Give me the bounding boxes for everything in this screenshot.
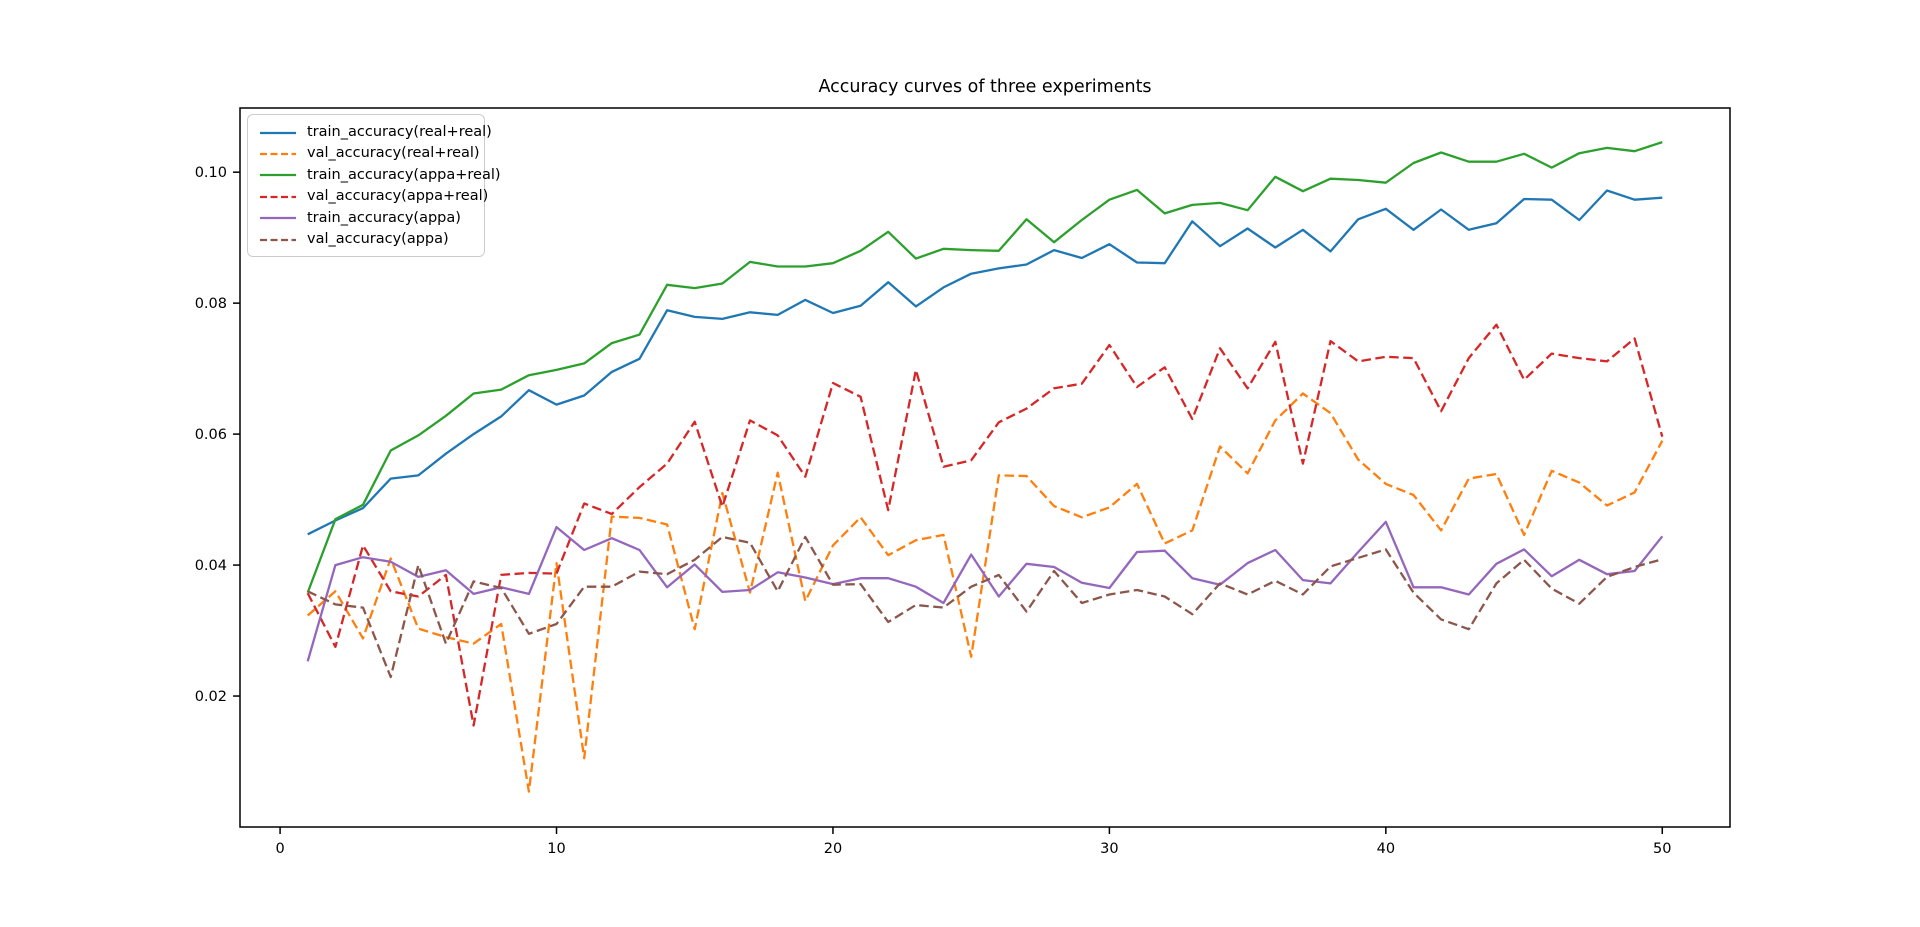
x-tick-label: 30 [1100, 841, 1118, 857]
series-line-5 [307, 535, 1663, 679]
series-line-1 [306, 392, 1664, 793]
legend-line-sample-1 [260, 152, 296, 156]
legend-line-sample-5 [260, 238, 296, 241]
legend-label: train_accuracy(appa+real) [307, 166, 501, 183]
legend-label: train_accuracy(real+real) [307, 124, 492, 140]
x-tick-label: 20 [824, 841, 842, 857]
y-tick-label: 0.04 [195, 558, 227, 574]
series-line-4 [306, 520, 1664, 662]
legend-label: val_accuracy(appa) [307, 230, 449, 247]
legend-line-sample-2 [260, 174, 296, 177]
legend-item-5: val_accuracy(appa) [258, 229, 474, 250]
legend-label: train_accuracy(appa) [307, 209, 461, 226]
legend-label: val_accuracy(appa+real) [307, 188, 489, 205]
chart-title: Accuracy curves of three experiments [818, 77, 1152, 97]
y-tick-label: 0.02 [195, 689, 227, 705]
legend-item-0: train_accuracy(real+real) [258, 122, 492, 143]
legend-item-1: val_accuracy(real+real) [258, 143, 480, 164]
legend-item-4: train_accuracy(appa) [258, 208, 474, 229]
legend-line-sample-0 [260, 131, 296, 134]
series-line-0 [307, 189, 1663, 536]
x-tick-label: 40 [1377, 841, 1395, 857]
series-line-3 [306, 323, 1664, 727]
legend-label: val_accuracy(real+real) [307, 145, 480, 162]
legend-line-sample-3 [260, 195, 296, 199]
y-tick-label: 0.06 [195, 427, 227, 443]
legend-item-3: val_accuracy(appa+real) [258, 186, 488, 207]
y-tick-label: 0.08 [195, 296, 227, 312]
legend-item-2: train_accuracy(appa+real) [258, 165, 501, 186]
y-tick-label: 0.10 [195, 165, 227, 181]
plot-border [239, 107, 1731, 828]
legend-line-sample-4 [260, 217, 296, 220]
legend: train_accuracy(real+real) val_accuracy(re… [247, 114, 501, 258]
x-tick-label: 0 [275, 841, 284, 857]
x-tick-label: 10 [547, 841, 565, 857]
series-line-2 [306, 141, 1663, 594]
x-tick-label: 50 [1653, 841, 1671, 857]
